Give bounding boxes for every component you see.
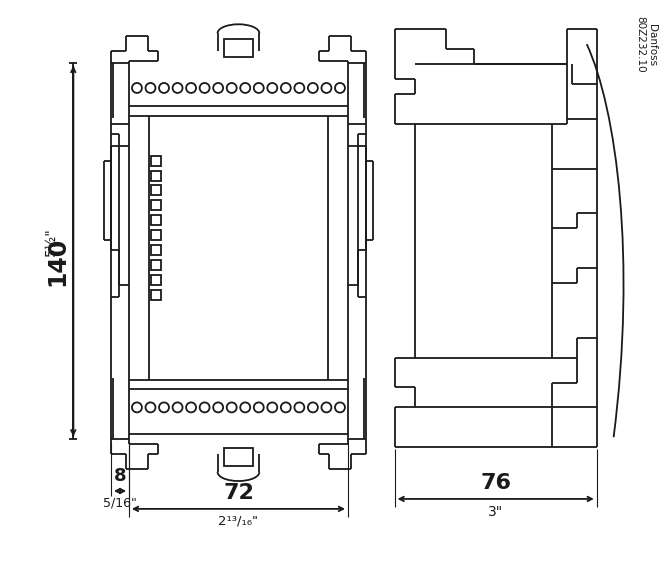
Text: 3": 3"	[488, 505, 503, 519]
Circle shape	[214, 83, 223, 93]
Circle shape	[335, 403, 345, 412]
Circle shape	[281, 83, 291, 93]
Circle shape	[254, 83, 264, 93]
Circle shape	[308, 403, 318, 412]
Circle shape	[240, 403, 251, 412]
Circle shape	[159, 83, 169, 93]
Circle shape	[321, 83, 331, 93]
Circle shape	[267, 403, 277, 412]
Text: 140: 140	[46, 236, 69, 286]
Text: 72: 72	[223, 483, 254, 503]
Bar	[223, 448, 253, 466]
Circle shape	[267, 83, 277, 93]
Bar	[151, 230, 161, 240]
Circle shape	[173, 83, 182, 93]
Circle shape	[240, 83, 251, 93]
Text: 8: 8	[114, 467, 126, 485]
Circle shape	[186, 403, 196, 412]
Circle shape	[321, 403, 331, 412]
Circle shape	[132, 403, 142, 412]
Circle shape	[159, 403, 169, 412]
Bar	[151, 185, 161, 196]
Circle shape	[294, 403, 304, 412]
Bar	[151, 215, 161, 225]
Circle shape	[281, 403, 291, 412]
Text: 76: 76	[480, 473, 511, 493]
Bar	[151, 171, 161, 180]
Circle shape	[132, 83, 142, 93]
Circle shape	[186, 83, 196, 93]
Bar	[151, 155, 161, 166]
Circle shape	[214, 403, 223, 412]
Text: Danfoss
80Z232.10: Danfoss 80Z232.10	[636, 16, 657, 73]
Bar	[151, 200, 161, 210]
Circle shape	[294, 83, 304, 93]
Circle shape	[145, 83, 155, 93]
Circle shape	[335, 83, 345, 93]
Circle shape	[173, 403, 182, 412]
Circle shape	[200, 83, 210, 93]
Text: 5½": 5½"	[44, 227, 58, 256]
Text: 5/16": 5/16"	[103, 497, 137, 510]
Bar	[151, 260, 161, 270]
Bar	[223, 39, 253, 57]
Bar	[151, 245, 161, 255]
Circle shape	[308, 83, 318, 93]
Circle shape	[254, 403, 264, 412]
Circle shape	[200, 403, 210, 412]
Circle shape	[145, 403, 155, 412]
Bar	[151, 275, 161, 285]
Circle shape	[227, 83, 237, 93]
Bar	[151, 290, 161, 300]
Circle shape	[227, 403, 237, 412]
Text: 2¹³/₁₆": 2¹³/₁₆"	[218, 515, 258, 528]
